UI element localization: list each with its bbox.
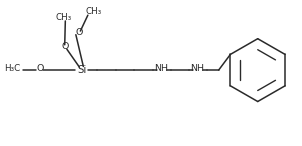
Text: NH: NH bbox=[155, 64, 169, 73]
Text: H₃C: H₃C bbox=[5, 64, 21, 73]
Text: O: O bbox=[75, 28, 82, 37]
Text: NH: NH bbox=[191, 64, 204, 73]
Text: CH₃: CH₃ bbox=[86, 7, 102, 16]
Text: CH₃: CH₃ bbox=[56, 13, 72, 22]
Text: O: O bbox=[36, 64, 43, 73]
Text: O: O bbox=[62, 42, 69, 52]
Text: Si: Si bbox=[77, 65, 86, 75]
